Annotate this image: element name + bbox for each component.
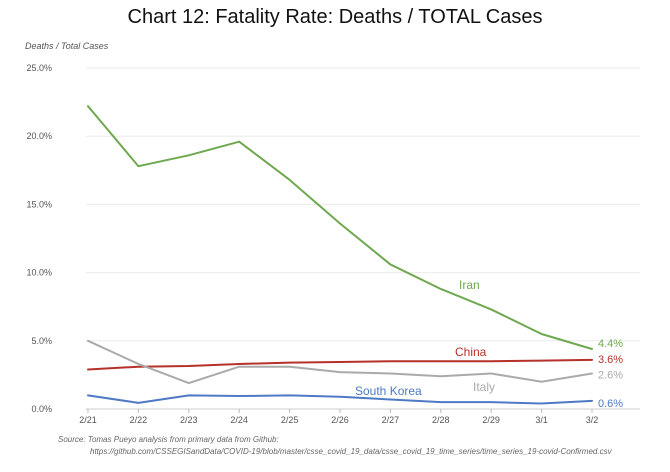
x-tick-label: 2/26: [331, 415, 349, 425]
y-tick-label: 20.0%: [26, 131, 52, 141]
chart-title: Chart 12: Fatality Rate: Deaths / TOTAL …: [127, 6, 543, 28]
series-label: South Korea: [355, 384, 422, 398]
series-label: Iran: [459, 278, 480, 292]
end-value-label: 4.4%: [598, 338, 623, 350]
x-tick-label: 2/23: [180, 415, 198, 425]
series-line-italy: [87, 339, 593, 385]
x-tick-label: 2/29: [482, 415, 500, 425]
y-axis-label: Deaths / Total Cases: [25, 41, 109, 51]
series-line-south-korea: [87, 394, 593, 405]
end-value-label: 3.6%: [598, 354, 623, 366]
x-tick-label: 2/28: [432, 415, 450, 425]
series-label: China: [455, 345, 487, 359]
end-value-label: 2.6%: [598, 370, 623, 382]
source-line-2: https://github.com/CSSEGISandData/COVID-…: [90, 447, 612, 456]
x-tick-label: 2/21: [79, 415, 97, 425]
y-tick-label: 0.0%: [31, 404, 52, 414]
series-line-iran: [87, 105, 593, 350]
y-tick-label: 10.0%: [26, 268, 52, 278]
x-tick-label: 2/22: [130, 415, 148, 425]
source-note: Source: Tomas Pueyo analysis from primar…: [58, 434, 612, 458]
source-line-1: Source: Tomas Pueyo analysis from primar…: [58, 435, 279, 444]
x-tick-label: 2/24: [230, 415, 248, 425]
y-tick-label: 15.0%: [26, 199, 52, 209]
y-tick-label: 25.0%: [26, 63, 52, 73]
y-tick-label: 5.0%: [31, 336, 52, 346]
x-tick-label: 3/2: [586, 415, 599, 425]
series-line-china: [87, 358, 593, 371]
series-label: Italy: [473, 380, 495, 394]
end-value-label: 0.6%: [598, 398, 623, 410]
x-tick-label: 2/27: [382, 415, 400, 425]
x-tick-label: 3/1: [535, 415, 548, 425]
x-tick-label: 2/25: [281, 415, 299, 425]
